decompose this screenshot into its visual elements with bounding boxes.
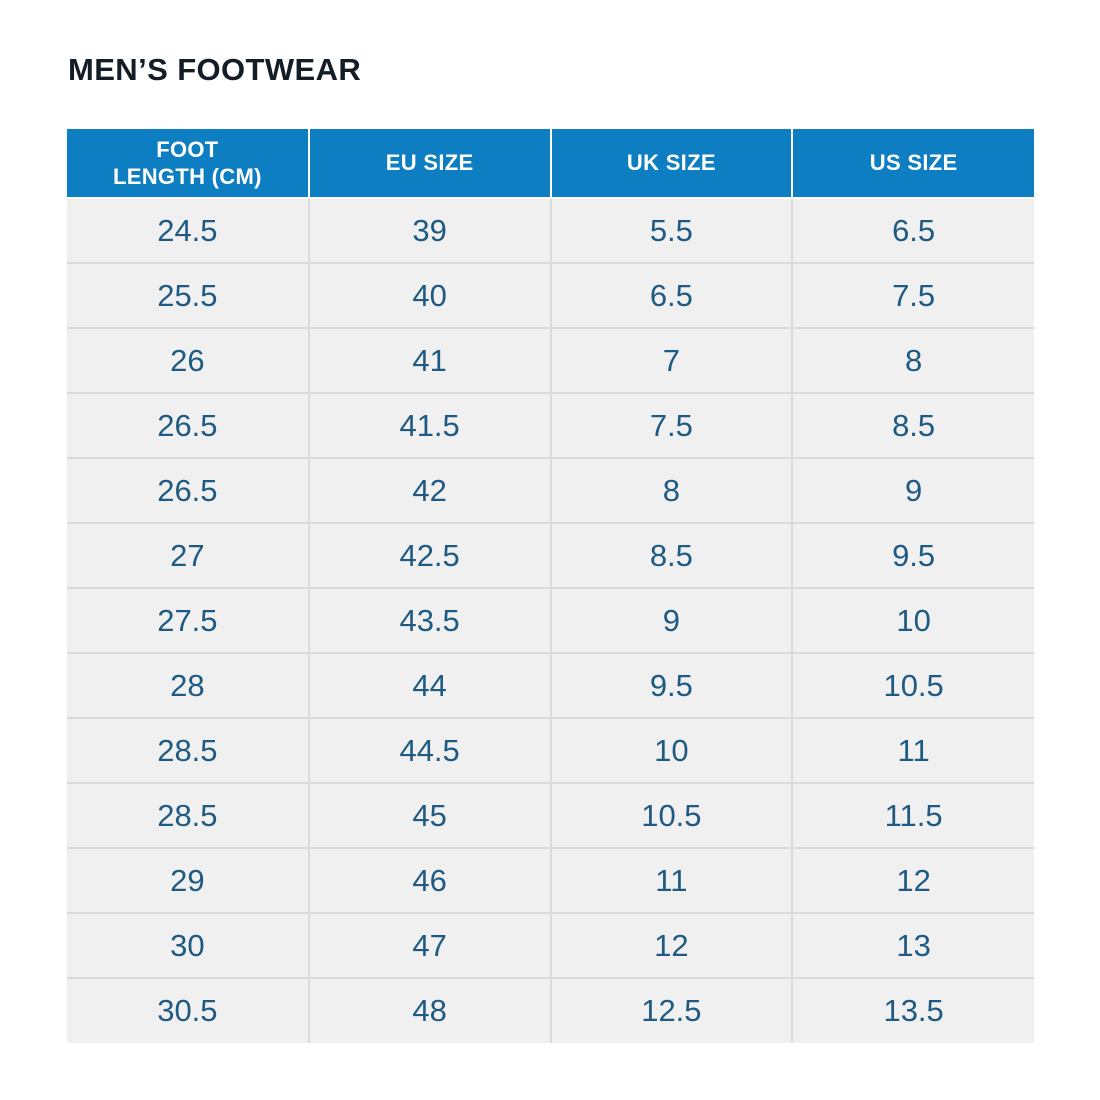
header-foot-length: FOOT LENGTH (CM): [66, 128, 310, 199]
size-cell: 8.5: [791, 392, 1035, 459]
size-cell: 5.5: [549, 197, 794, 264]
size-cell: 8: [549, 457, 794, 524]
size-cell: 10: [549, 717, 794, 784]
size-cell: 6.5: [549, 262, 794, 329]
table-row: 28.5 44.5 10 11: [66, 717, 1035, 784]
size-cell: 44.5: [307, 717, 552, 784]
table-row: 28.5 45 10.5 11.5: [66, 782, 1035, 849]
size-cell: 9: [549, 587, 794, 654]
page-title: MEN’S FOOTWEAR: [68, 52, 362, 87]
size-cell: 12.5: [549, 977, 794, 1044]
header-eu-size: EU SIZE: [307, 128, 552, 199]
size-cell: 42.5: [307, 522, 552, 589]
size-cell: 41.5: [307, 392, 552, 459]
size-cell: 41: [307, 327, 552, 394]
size-cell: 11: [549, 847, 794, 914]
header-us-size: US SIZE: [791, 128, 1035, 199]
table-row: 24.5 39 5.5 6.5: [66, 197, 1035, 264]
table-row: 26.5 41.5 7.5 8.5: [66, 392, 1035, 459]
size-cell: 8.5: [549, 522, 794, 589]
size-cell: 27.5: [66, 587, 310, 654]
size-cell: 40: [307, 262, 552, 329]
header-row: FOOT LENGTH (CM) EU SIZE UK SIZE US SIZE: [66, 128, 1035, 199]
size-cell: 28: [66, 652, 310, 719]
size-cell: 39: [307, 197, 552, 264]
size-cell: 8: [791, 327, 1035, 394]
size-cell: 26.5: [66, 457, 310, 524]
size-cell: 27: [66, 522, 310, 589]
size-cell: 28.5: [66, 717, 310, 784]
size-cell: 47: [307, 912, 552, 979]
size-cell: 9: [791, 457, 1035, 524]
size-cell: 29: [66, 847, 310, 914]
size-cell: 24.5: [66, 197, 310, 264]
table-row: 28 44 9.5 10.5: [66, 652, 1035, 719]
table-row: 27 42.5 8.5 9.5: [66, 522, 1035, 589]
size-cell: 9.5: [549, 652, 794, 719]
size-cell: 12: [791, 847, 1035, 914]
size-cell: 7.5: [549, 392, 794, 459]
size-cell: 6.5: [791, 197, 1035, 264]
size-chart-table: FOOT LENGTH (CM) EU SIZE UK SIZE US SIZE…: [66, 128, 1035, 1044]
size-cell: 10: [791, 587, 1035, 654]
table-row: 30.5 48 12.5 13.5: [66, 977, 1035, 1044]
size-cell: 30.5: [66, 977, 310, 1044]
size-cell: 13: [791, 912, 1035, 979]
size-cell: 30: [66, 912, 310, 979]
size-cell: 7: [549, 327, 794, 394]
table-row: 29 46 11 12: [66, 847, 1035, 914]
table-row: 30 47 12 13: [66, 912, 1035, 979]
size-cell: 28.5: [66, 782, 310, 849]
size-cell: 46: [307, 847, 552, 914]
size-cell: 42: [307, 457, 552, 524]
size-cell: 25.5: [66, 262, 310, 329]
size-cell: 12: [549, 912, 794, 979]
size-cell: 10.5: [791, 652, 1035, 719]
size-cell: 48: [307, 977, 552, 1044]
size-cell: 9.5: [791, 522, 1035, 589]
size-cell: 7.5: [791, 262, 1035, 329]
table-row: 27.5 43.5 9 10: [66, 587, 1035, 654]
size-cell: 26: [66, 327, 310, 394]
size-cell: 11.5: [791, 782, 1035, 849]
size-cell: 45: [307, 782, 552, 849]
table-header: FOOT LENGTH (CM) EU SIZE UK SIZE US SIZE: [66, 128, 1035, 199]
size-table-body: 24.5 39 5.5 6.5 25.5 40 6.5 7.5 26 41 7 8 26.5 41.5 7.…: [66, 197, 1035, 1044]
size-cell: 26.5: [66, 392, 310, 459]
size-cell: 13.5: [791, 977, 1035, 1044]
header-uk-size: UK SIZE: [549, 128, 794, 199]
table-row: 26 41 7 8: [66, 327, 1035, 394]
size-cell: 43.5: [307, 587, 552, 654]
table-row: 26.5 42 8 9: [66, 457, 1035, 524]
size-cell: 44: [307, 652, 552, 719]
size-cell: 11: [791, 717, 1035, 784]
table-row: 25.5 40 6.5 7.5: [66, 262, 1035, 329]
size-cell: 10.5: [549, 782, 794, 849]
